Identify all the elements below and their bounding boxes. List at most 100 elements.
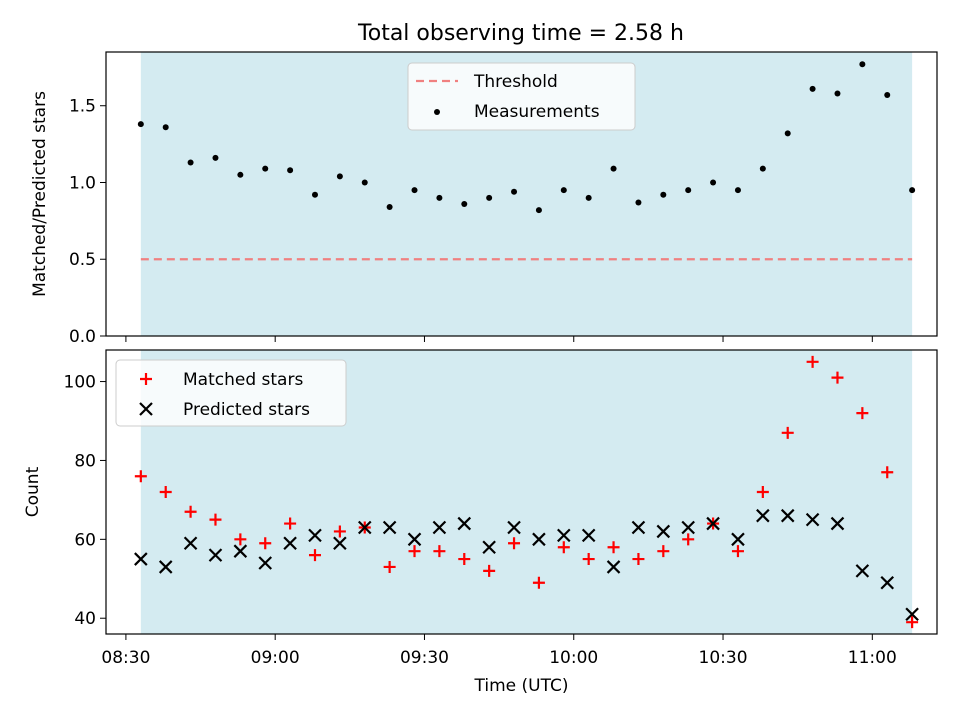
matched-star-point xyxy=(856,407,869,420)
predicted-star-point xyxy=(333,536,347,551)
matched-star-point xyxy=(433,545,446,558)
predicted-star-point xyxy=(606,560,621,574)
chart-title: Total observing time = 2.58 h xyxy=(357,21,684,46)
x-tick-label: 08:30 xyxy=(101,648,150,668)
measurement-point xyxy=(212,154,219,161)
measurement-point xyxy=(411,187,418,194)
legend-matched-label: Matched stars xyxy=(183,370,303,390)
legend-measurements-swatch xyxy=(434,109,440,115)
matched-star-point xyxy=(607,541,620,554)
x-tick-label: 09:30 xyxy=(400,648,449,668)
measurement-point xyxy=(386,204,393,211)
measurement-point xyxy=(734,187,741,194)
measurement-point xyxy=(610,165,617,172)
matched-star-point xyxy=(582,553,595,566)
predicted-star-point xyxy=(308,528,322,543)
top-legend-box xyxy=(407,62,636,131)
predicted-star-point xyxy=(731,532,745,547)
legend-predicted-label: Predicted stars xyxy=(183,400,310,420)
matched-star-point xyxy=(557,541,570,554)
bottom-panel: 40 60 80 100 08:30 09:00 09:30 10:00 10:30 11:00 T… xyxy=(23,349,938,696)
legend-predicted-swatch xyxy=(139,402,153,416)
matched-star-point xyxy=(333,525,346,538)
x-tick-label: 10:00 xyxy=(549,648,598,668)
matched-star-point xyxy=(408,545,421,558)
bottom-y-tick-label: 60 xyxy=(74,530,96,550)
matched-star-point xyxy=(508,537,521,550)
bottom-y-tick-label: 40 xyxy=(74,609,96,629)
predicted-star-point xyxy=(457,516,472,531)
matched-star-point xyxy=(806,355,819,368)
legend-matched-swatch xyxy=(140,373,152,385)
matched-star-point xyxy=(831,371,844,384)
predicted-star-point xyxy=(382,520,397,535)
predicted-star-point xyxy=(880,575,895,590)
predicted-star-point xyxy=(830,516,845,531)
predicted-star-point xyxy=(756,508,770,523)
x-tick-label: 09:00 xyxy=(251,648,300,668)
matched-star-point xyxy=(308,549,321,562)
bottom-y-tick-label: 80 xyxy=(74,451,96,471)
matched-star-point xyxy=(756,486,769,498)
predicted-star-point xyxy=(407,532,422,547)
legend-threshold-label: Threshold xyxy=(473,72,558,92)
predicted-star-point xyxy=(482,540,496,554)
matched-star-point xyxy=(458,553,471,566)
measurement-point xyxy=(336,173,343,180)
matched-star-point xyxy=(134,470,147,483)
measurement-point xyxy=(685,187,692,194)
matched-star-point xyxy=(682,533,695,546)
measurement-point xyxy=(635,199,642,206)
measurement-point xyxy=(311,191,318,198)
measurement-point xyxy=(909,187,916,194)
measurement-point xyxy=(361,179,368,186)
measurement-point xyxy=(436,194,443,201)
measurement-point xyxy=(511,188,518,195)
matched-star-point xyxy=(532,576,545,589)
predicted-star-point xyxy=(283,536,297,551)
measurement-point xyxy=(759,165,766,172)
matched-star-point xyxy=(657,545,670,558)
matched-star-point xyxy=(184,505,197,518)
matched-star-point xyxy=(159,486,172,498)
measurement-point xyxy=(784,130,791,137)
matched-star-point xyxy=(284,517,297,530)
matched-star-point xyxy=(259,537,272,550)
measurement-point xyxy=(262,165,269,172)
matched-star-point xyxy=(209,513,222,526)
top-y-tick-label: 0.5 xyxy=(69,250,96,270)
bottom-plot-frame xyxy=(105,349,938,635)
predicted-star-point xyxy=(805,512,820,527)
predicted-star-point xyxy=(706,516,720,531)
measurement-point xyxy=(660,191,667,198)
matched-star-point xyxy=(881,466,894,479)
predicted-star-point xyxy=(681,520,695,535)
predicted-star-point xyxy=(208,548,223,562)
top-y-tick-label: 1.0 xyxy=(69,173,96,193)
x-tick-label: 10:30 xyxy=(699,648,748,668)
matched-star-point xyxy=(781,426,794,439)
predicted-star-point xyxy=(656,524,671,539)
bottom-legend: Matched stars Predicted stars xyxy=(115,359,347,427)
predicted-star-point xyxy=(134,552,148,566)
legend-measurements-label: Measurements xyxy=(474,102,600,122)
top-panel: 0.0 0.5 1.0 1.5 Matched/Predicted stars Thres… xyxy=(30,51,938,347)
predicted-star-point xyxy=(507,520,521,535)
measurement-point xyxy=(809,85,816,92)
measurement-point xyxy=(137,121,144,128)
x-tick-label: 11:00 xyxy=(848,648,897,668)
predicted-star-point xyxy=(905,607,919,622)
predicted-star-point xyxy=(557,528,571,543)
predicted-star-point xyxy=(158,560,173,574)
matched-star-point xyxy=(383,560,396,573)
matched-star-point xyxy=(632,553,645,566)
predicted-star-point xyxy=(357,520,372,535)
bottom-legend-box xyxy=(115,359,347,427)
predicted-star-point xyxy=(581,528,596,543)
matched-star-point xyxy=(731,545,744,558)
matched-star-point xyxy=(234,533,247,546)
x-axis-label: Time (UTC) xyxy=(474,676,569,696)
measurement-point xyxy=(834,90,841,97)
matched-star-point xyxy=(483,564,496,577)
